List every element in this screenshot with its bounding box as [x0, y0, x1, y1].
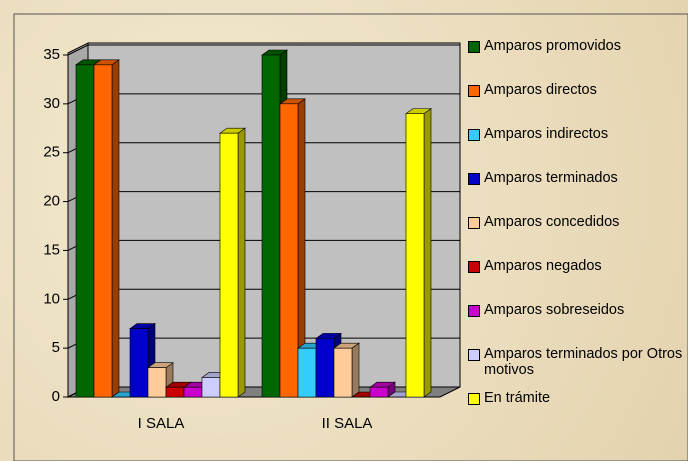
- legend-label: Amparos terminados por Otros motivos: [484, 346, 683, 378]
- legend-label: Amparos sobreseidos: [484, 302, 625, 318]
- bar-front: [201, 377, 221, 398]
- legend-item: Amparos promovidos: [466, 38, 688, 82]
- bar-front: [183, 386, 203, 398]
- bar-front: [297, 347, 317, 398]
- legend-item: Amparos negados: [466, 258, 688, 302]
- y-tick-label: 20: [43, 193, 60, 210]
- y-tick-label: 5: [52, 339, 60, 356]
- legend-label: Amparos promovidos: [484, 38, 621, 54]
- bar-front: [279, 103, 299, 398]
- bar-front: [165, 386, 185, 398]
- bar-front: [147, 367, 167, 398]
- legend-label: Amparos negados: [484, 258, 602, 274]
- bar-front: [369, 386, 389, 398]
- legend-label: Amparos directos: [484, 82, 597, 98]
- bar-front: [261, 54, 281, 398]
- y-tick-label: 10: [43, 290, 60, 307]
- legend-label: En trámite: [484, 390, 551, 406]
- y-tick-label: 0: [52, 388, 60, 405]
- bar: [279, 98, 306, 398]
- legend-swatch: [468, 349, 480, 361]
- legend-label: Amparos indirectos: [484, 126, 609, 142]
- bar: [333, 342, 360, 398]
- legend-item: En trámite: [466, 390, 688, 434]
- x-tick-label: II SALA: [322, 415, 373, 432]
- bar-front: [129, 328, 149, 398]
- legend-swatch: [468, 173, 480, 185]
- y-tick-label: 30: [43, 95, 60, 112]
- bar: [219, 127, 246, 398]
- legend-label: Amparos terminados: [484, 170, 618, 186]
- bar: [93, 59, 120, 398]
- legend-item: Amparos terminados: [466, 170, 688, 214]
- y-tick-label: 25: [43, 144, 60, 161]
- bar-front: [333, 347, 353, 398]
- bar-side: [423, 108, 432, 398]
- legend-item: Amparos terminados por Otros motivos: [466, 346, 688, 390]
- x-tick-label: I SALA: [138, 415, 185, 432]
- bar-side: [237, 127, 246, 398]
- bar-front: [93, 64, 113, 398]
- legend-swatch: [468, 129, 480, 141]
- legend-item: Amparos concedidos: [466, 214, 688, 258]
- legend-label: Amparos concedidos: [484, 214, 620, 230]
- bar-front: [219, 132, 239, 398]
- legend-swatch: [468, 393, 480, 405]
- legend: Amparos promovidos Amparos directos Amparo…: [466, 38, 688, 434]
- bar: [405, 108, 432, 398]
- legend-item: Amparos directos: [466, 82, 688, 126]
- bar-front: [405, 113, 425, 398]
- legend-swatch: [468, 305, 480, 317]
- legend-swatch: [468, 41, 480, 53]
- legend-swatch: [468, 261, 480, 273]
- chart-border: [13, 13, 688, 461]
- y-tick-label: 35: [43, 46, 60, 63]
- bar-front: [75, 64, 95, 398]
- legend-item: Amparos indirectos: [466, 126, 688, 170]
- bar: [369, 381, 396, 398]
- y-tick-label: 15: [43, 241, 60, 258]
- bar-side: [111, 59, 120, 398]
- legend-swatch: [468, 217, 480, 229]
- bar-front: [315, 338, 335, 398]
- bar-side: [351, 342, 360, 398]
- legend-swatch: [468, 85, 480, 97]
- grid-line: [67, 44, 460, 56]
- legend-item: Amparos sobreseidos: [466, 302, 688, 346]
